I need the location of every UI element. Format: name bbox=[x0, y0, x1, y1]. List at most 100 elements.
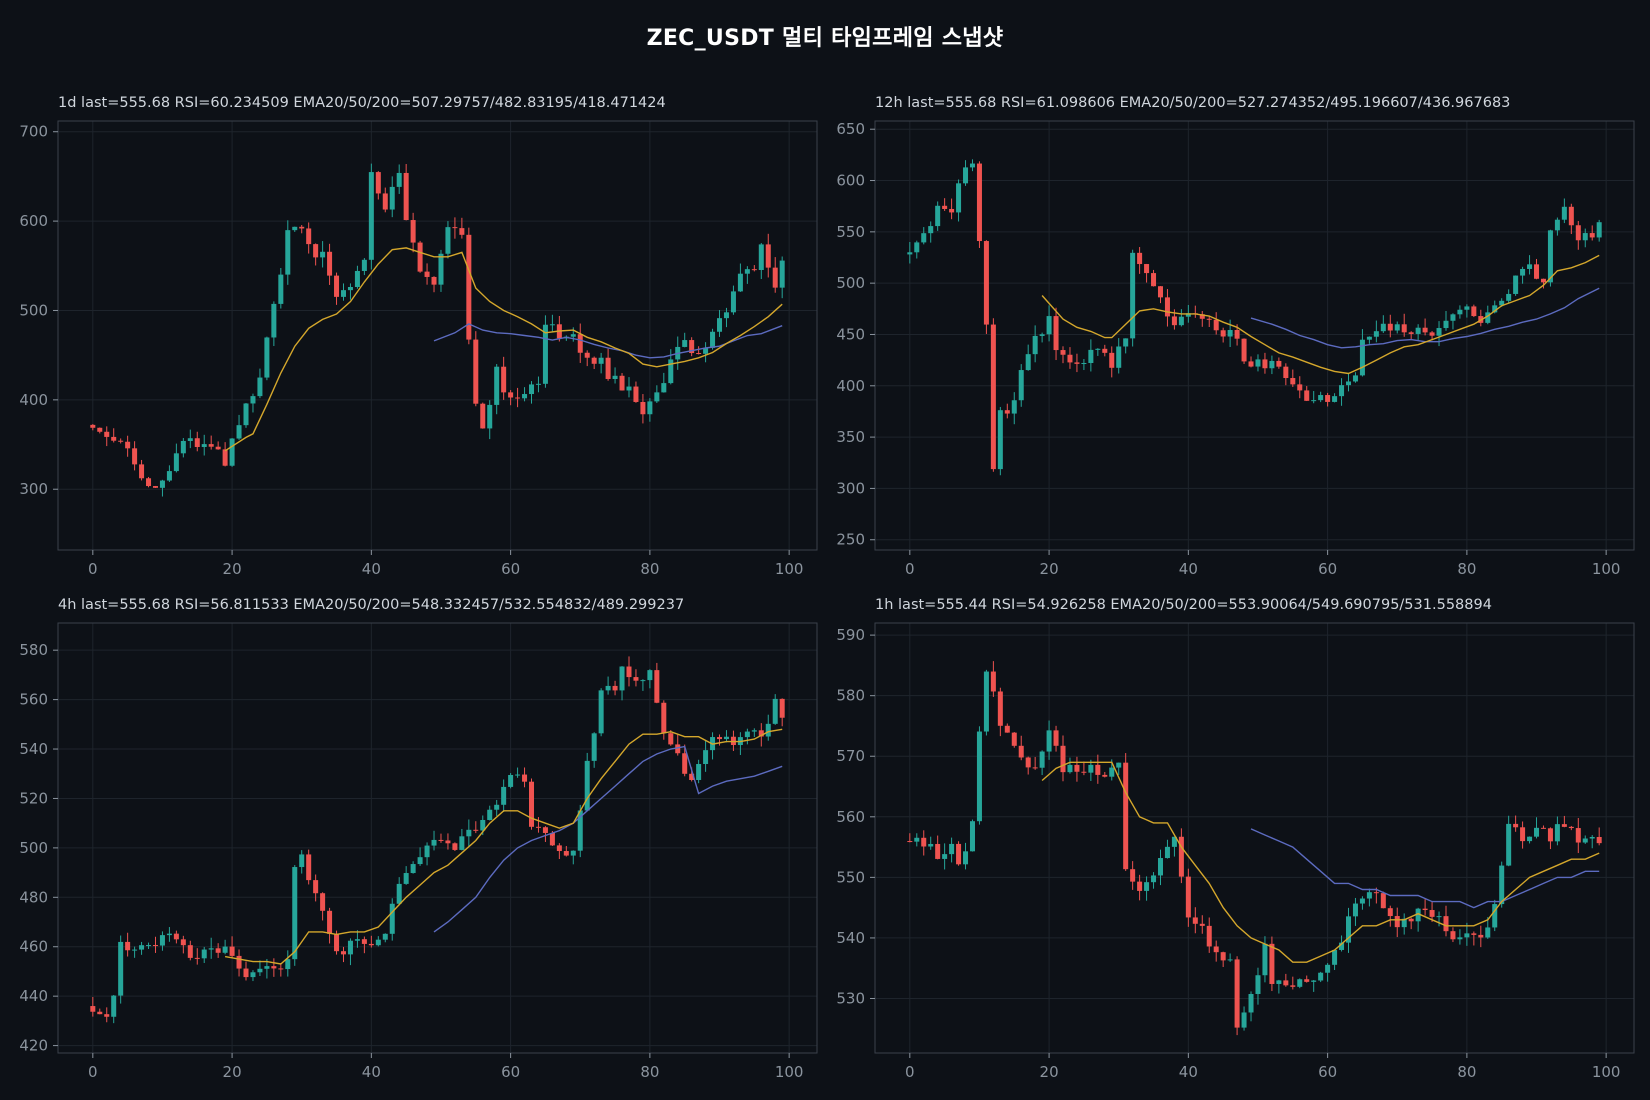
candle-body bbox=[626, 666, 632, 678]
candle-body bbox=[963, 851, 969, 865]
plot-frame bbox=[874, 120, 1635, 551]
candle-body bbox=[1380, 323, 1386, 332]
candle-body bbox=[1164, 846, 1170, 859]
candle-body bbox=[584, 352, 590, 358]
candle-body bbox=[194, 957, 200, 959]
candle-body bbox=[459, 228, 465, 235]
candle-body bbox=[201, 444, 207, 447]
candle-body bbox=[956, 843, 962, 865]
candle-body bbox=[1513, 823, 1519, 828]
candle-body bbox=[647, 670, 653, 681]
candle-body bbox=[949, 208, 955, 213]
candle-body bbox=[159, 480, 165, 488]
candle-body bbox=[1443, 320, 1449, 329]
x-tick-label: 40 bbox=[1179, 1063, 1198, 1081]
candle-body bbox=[1276, 980, 1282, 984]
candle-body bbox=[97, 1011, 103, 1015]
candle-body bbox=[1262, 943, 1268, 976]
candle-body bbox=[1359, 898, 1365, 904]
candle-body bbox=[1436, 328, 1442, 336]
candle-body bbox=[327, 251, 333, 276]
candle-body bbox=[97, 427, 103, 432]
y-tick-label: 300 bbox=[836, 479, 865, 497]
candle-body bbox=[661, 702, 667, 734]
candle-body bbox=[619, 666, 625, 691]
candle-body bbox=[696, 353, 702, 355]
candle-body bbox=[1088, 349, 1094, 363]
candle-body bbox=[542, 827, 548, 833]
candle-body bbox=[515, 774, 521, 776]
candle-body bbox=[1046, 316, 1052, 335]
candle-body bbox=[271, 303, 277, 338]
candle-body bbox=[382, 193, 388, 210]
candle-body bbox=[605, 357, 611, 379]
candle-body bbox=[208, 948, 214, 950]
x-tick-label: 20 bbox=[1040, 1063, 1059, 1081]
candle-body bbox=[942, 205, 948, 209]
candle-body bbox=[1513, 275, 1519, 294]
candle-body bbox=[535, 826, 541, 828]
candle-body bbox=[668, 359, 674, 384]
candle-body bbox=[1443, 916, 1449, 932]
candle-body bbox=[1227, 329, 1233, 337]
candle-body bbox=[1339, 385, 1345, 397]
candle-body bbox=[1269, 360, 1275, 369]
candle-body bbox=[1116, 346, 1122, 368]
candle-body bbox=[431, 276, 437, 285]
candle-body bbox=[1241, 1012, 1247, 1028]
candle-body bbox=[1311, 980, 1317, 982]
candle-body bbox=[689, 340, 695, 354]
candle-body bbox=[772, 698, 778, 724]
candle-body bbox=[494, 804, 500, 810]
candle-body bbox=[563, 851, 569, 856]
x-tick-label: 60 bbox=[1318, 1063, 1337, 1081]
candle-body bbox=[682, 340, 688, 347]
candle-body bbox=[744, 269, 750, 274]
ema50-line bbox=[1250, 287, 1600, 349]
y-tick-label: 550 bbox=[836, 868, 865, 886]
candle-body bbox=[549, 324, 555, 326]
candle-body bbox=[1234, 959, 1240, 1028]
candle-body bbox=[1436, 916, 1442, 918]
candle-body bbox=[1157, 858, 1164, 876]
candle-body bbox=[744, 731, 750, 738]
candle-body bbox=[990, 324, 996, 470]
candle-body bbox=[928, 226, 934, 234]
candle-body bbox=[1151, 875, 1157, 883]
x-tick-label: 100 bbox=[775, 560, 804, 578]
candle-body bbox=[1046, 730, 1052, 752]
candle-body bbox=[1164, 297, 1170, 317]
candle-body bbox=[598, 690, 604, 734]
candle-body bbox=[1596, 836, 1602, 844]
candle-body bbox=[942, 854, 948, 859]
candle-body bbox=[236, 425, 242, 439]
candle-body bbox=[1401, 324, 1407, 333]
candle-body bbox=[368, 943, 374, 946]
candle-body bbox=[779, 698, 785, 718]
candle-body bbox=[1088, 764, 1094, 773]
candle-body bbox=[1255, 359, 1261, 367]
candle-body bbox=[969, 163, 975, 168]
y-tick-label: 700 bbox=[19, 123, 48, 141]
candle-body bbox=[914, 242, 920, 253]
candle-body bbox=[1199, 923, 1205, 926]
candle-body bbox=[327, 910, 333, 934]
chart-panel-12h: 0 20 40 60 80 100 250 300 350 400 450 500 550 600 650 bbox=[836, 120, 1635, 578]
candle-body bbox=[1004, 410, 1010, 414]
candle-body bbox=[577, 810, 583, 851]
y-tick-label: 590 bbox=[836, 626, 865, 644]
candle-body bbox=[542, 324, 548, 384]
candle-body bbox=[1589, 836, 1595, 839]
candle-body bbox=[299, 854, 305, 868]
candle-body bbox=[1137, 881, 1143, 891]
candle-body bbox=[1561, 206, 1567, 220]
candle-body bbox=[549, 832, 555, 846]
candle-body bbox=[605, 685, 611, 691]
candle-body bbox=[983, 671, 989, 732]
candle-body bbox=[654, 670, 660, 703]
candle-body bbox=[292, 867, 298, 960]
candle-body bbox=[410, 220, 416, 243]
candle-body bbox=[1290, 378, 1296, 385]
candle-body bbox=[1304, 390, 1310, 401]
candle-body bbox=[320, 251, 326, 258]
